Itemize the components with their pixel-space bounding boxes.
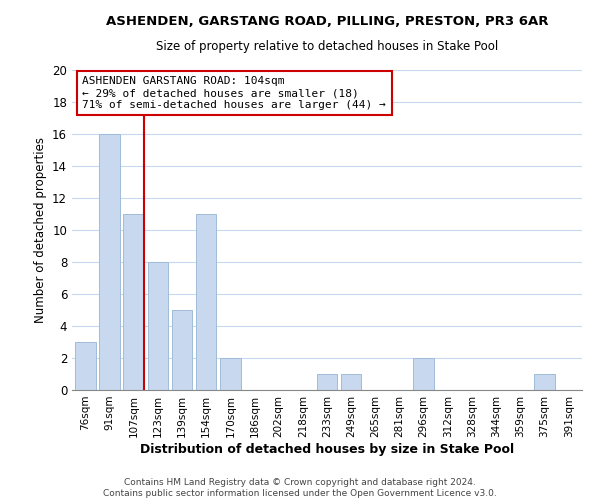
- Bar: [172, 310, 192, 390]
- Bar: [148, 262, 168, 390]
- Bar: [99, 134, 120, 390]
- Text: ASHENDEN GARSTANG ROAD: 104sqm
← 29% of detached houses are smaller (18)
71% of : ASHENDEN GARSTANG ROAD: 104sqm ← 29% of …: [82, 76, 386, 110]
- Y-axis label: Number of detached properties: Number of detached properties: [34, 137, 47, 323]
- Text: ASHENDEN, GARSTANG ROAD, PILLING, PRESTON, PR3 6AR: ASHENDEN, GARSTANG ROAD, PILLING, PRESTO…: [106, 15, 548, 28]
- Bar: [534, 374, 555, 390]
- Bar: [413, 358, 434, 390]
- Text: Size of property relative to detached houses in Stake Pool: Size of property relative to detached ho…: [156, 40, 498, 53]
- Text: Contains HM Land Registry data © Crown copyright and database right 2024.
Contai: Contains HM Land Registry data © Crown c…: [103, 478, 497, 498]
- Bar: [317, 374, 337, 390]
- Bar: [341, 374, 361, 390]
- Bar: [124, 214, 144, 390]
- Bar: [196, 214, 217, 390]
- Bar: [75, 342, 95, 390]
- X-axis label: Distribution of detached houses by size in Stake Pool: Distribution of detached houses by size …: [140, 442, 514, 456]
- Bar: [220, 358, 241, 390]
